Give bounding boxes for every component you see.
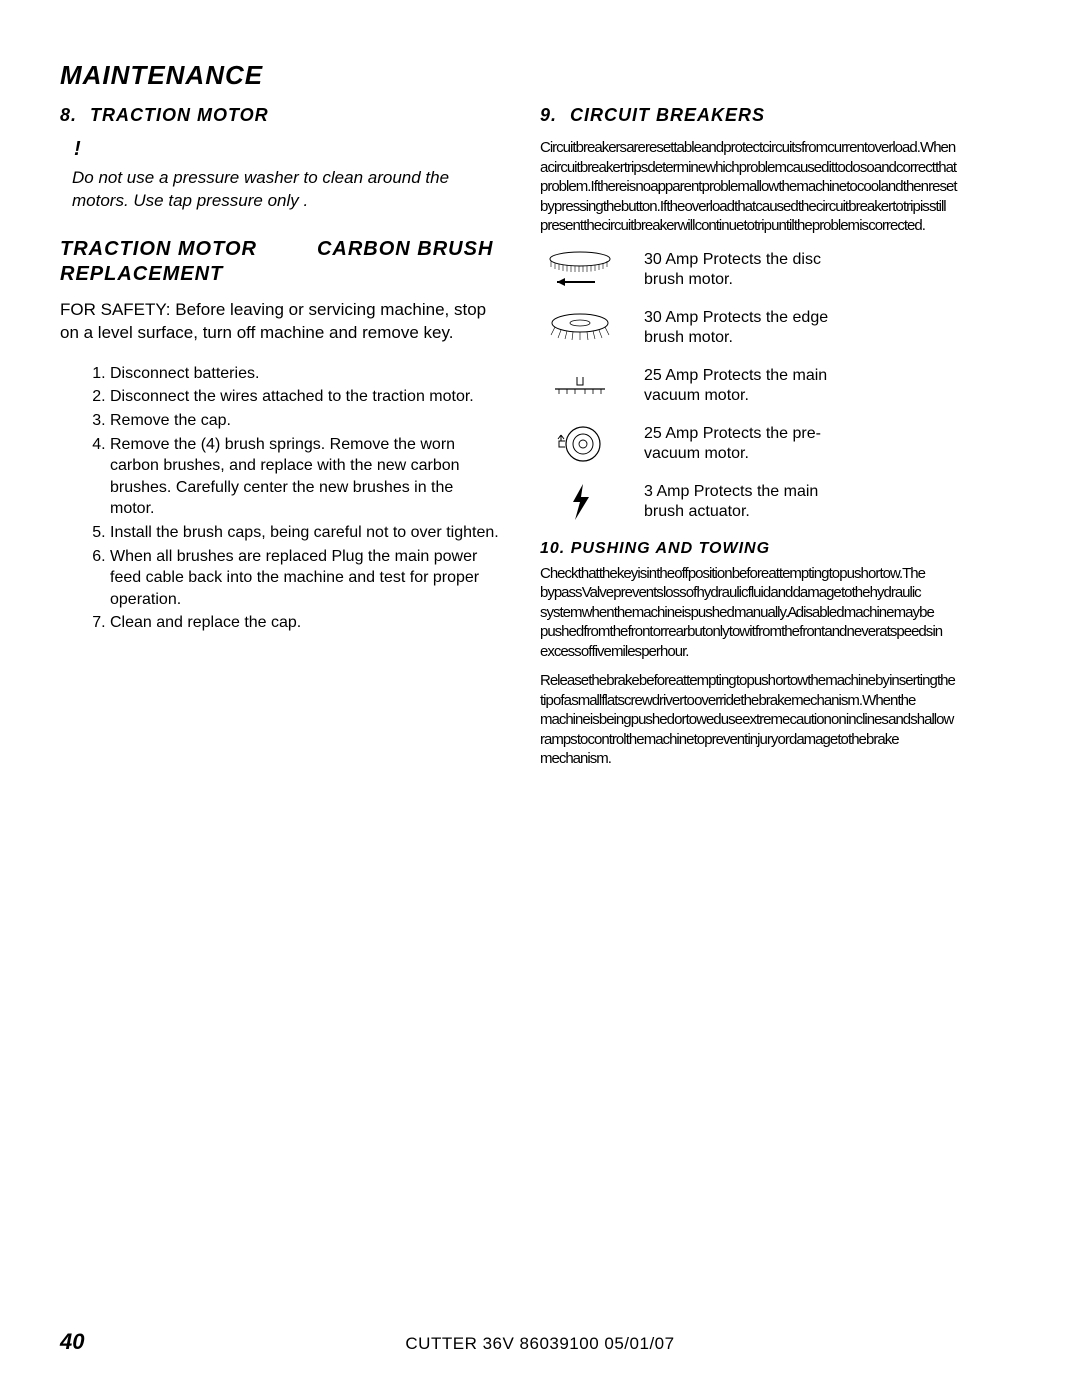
page-number: 40 <box>60 1329 120 1355</box>
breaker-row: 30 Amp Protects the disc brush motor. <box>540 246 1020 294</box>
section-number: 8. <box>60 105 76 126</box>
section-title: TRACTION MOTOR <box>90 105 269 126</box>
breaker-row: 25 Amp Protects the main vacuum motor. <box>540 362 1020 410</box>
warning-row: ! <box>74 138 500 161</box>
step-item: When all brushes are replaced Plug the m… <box>110 546 500 611</box>
breaker-row: 30 Amp Protects the edge brush motor. <box>540 304 1020 352</box>
towing-paragraph-2: Release the brake before attempting to p… <box>540 671 960 769</box>
breakers-paragraph: Circuit breakers are resettable and prot… <box>540 138 960 236</box>
pressure-washer-note: Do not use a pressure washer to clean ar… <box>72 167 500 213</box>
section-number: 10. <box>540 540 565 557</box>
breaker-label: 25 Amp Protects the pre- vacuum motor. <box>644 424 821 462</box>
breaker-label: 30 Amp Protects the disc brush motor. <box>644 250 821 288</box>
left-column: 8. TRACTION MOTOR ! Do not use a pressur… <box>60 105 500 779</box>
subsection-header: TRACTION MOTOR CARBON BRUSH REPLACEMENT <box>60 237 500 287</box>
edge-brush-icon <box>540 304 620 352</box>
footer-center-text: CUTTER 36V 86039100 05/01/07 <box>120 1334 960 1354</box>
lightning-icon <box>540 478 620 526</box>
step-item: Disconnect batteries. <box>110 363 500 385</box>
breaker-label: 3 Amp Protects the main brush actuator. <box>644 482 818 520</box>
warning-icon: ! <box>74 138 81 161</box>
breaker-label: 25 Amp Protects the main vacuum motor. <box>644 366 827 404</box>
step-item: Disconnect the wires attached to the tra… <box>110 386 500 408</box>
two-column-layout: 8. TRACTION MOTOR ! Do not use a pressur… <box>60 105 1020 779</box>
section-number: 9. <box>540 105 556 126</box>
step-item: Remove the cap. <box>110 410 500 432</box>
disc-brush-icon <box>540 246 620 294</box>
section-8-header: 8. TRACTION MOTOR <box>60 105 500 126</box>
page-footer: 40 CUTTER 36V 86039100 05/01/07 <box>60 1329 1020 1355</box>
note-line-2: motors. Use tap pressure only . <box>72 191 308 210</box>
page-title: MAINTENANCE <box>60 60 1020 91</box>
breaker-label: 30 Amp Protects the edge brush motor. <box>644 308 828 346</box>
steps-list: Disconnect batteries. Disconnect the wir… <box>110 363 500 634</box>
main-vacuum-icon <box>540 362 620 410</box>
breaker-icon-table: 30 Amp Protects the disc brush motor. <box>540 246 1020 526</box>
safety-paragraph: FOR SAFETY: Before leaving or servicing … <box>60 299 500 345</box>
step-item: Install the brush caps, being careful no… <box>110 522 500 544</box>
section-title: PUSHING AND TOWING <box>571 540 770 557</box>
page: MAINTENANCE 8. TRACTION MOTOR ! Do not u… <box>0 0 1080 1397</box>
breaker-row: 25 Amp Protects the pre- vacuum motor. <box>540 420 1020 468</box>
pre-vacuum-icon <box>540 420 620 468</box>
towing-paragraph-1: Check that the key is in the off positio… <box>540 564 960 662</box>
right-column: 9. CIRCUIT BREAKERS Circuit breakers are… <box>540 105 1020 779</box>
note-line-1: Do not use a pressure washer to clean ar… <box>72 168 449 187</box>
subhead-b: CARBON BRUSH <box>317 237 493 262</box>
subhead-a: TRACTION MOTOR <box>60 237 257 262</box>
step-item: Remove the (4) brush springs. Remove the… <box>110 434 500 520</box>
breaker-row: 3 Amp Protects the main brush actuator. <box>540 478 1020 526</box>
section-10-header: 10. PUSHING AND TOWING <box>540 540 1020 558</box>
step-item: Clean and replace the cap. <box>110 612 500 634</box>
section-title: CIRCUIT BREAKERS <box>570 105 765 126</box>
subhead-c: REPLACEMENT <box>60 263 223 285</box>
section-9-header: 9. CIRCUIT BREAKERS <box>540 105 1020 126</box>
